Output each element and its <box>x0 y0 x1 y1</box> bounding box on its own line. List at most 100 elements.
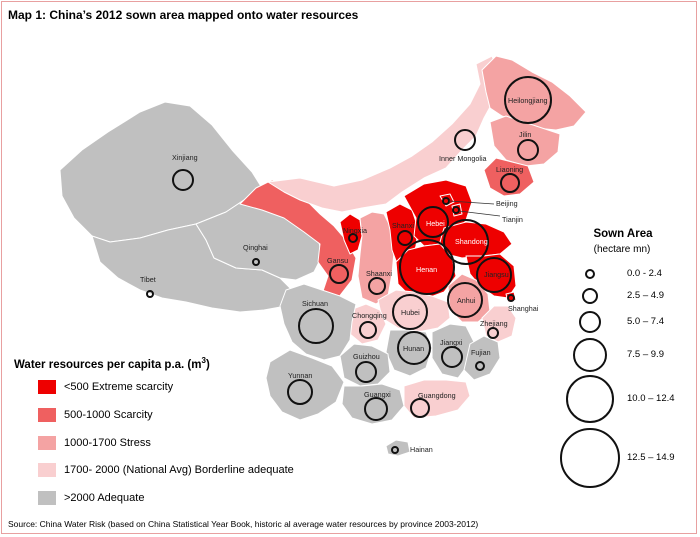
circle-sichuan <box>298 308 334 344</box>
callout-tianjin <box>458 210 501 217</box>
circle-guangxi <box>364 397 388 421</box>
label-jilin: Jilin <box>519 130 531 139</box>
legend-swatch <box>38 436 56 450</box>
circle-anhui <box>447 282 483 318</box>
size-legend-subtitle: (hectare mn) <box>593 244 651 255</box>
map-title: Map 1: China’s 2012 sown area mapped ont… <box>8 8 359 22</box>
legend-swatch <box>38 380 56 394</box>
region-guangxi <box>341 383 405 425</box>
size-legend-label: 0.0 - 2.4 <box>627 268 662 279</box>
legend-item-scarcity: 500-1000 Scarcity <box>38 407 153 423</box>
label-inner-mongolia: Inner Mongolia <box>439 154 487 163</box>
circle-hainan <box>391 446 399 454</box>
circle-zhejiang <box>487 327 499 339</box>
circle-shanghai <box>507 294 515 302</box>
region-sichuan <box>279 283 357 361</box>
label-gansu: Gansu <box>327 256 348 265</box>
circle-jilin <box>517 139 539 161</box>
label-qinghai: Qinghai <box>243 243 268 252</box>
circle-guizhou <box>355 361 377 383</box>
label-hunan: Hunan <box>403 344 424 353</box>
legend-swatch <box>38 463 56 477</box>
label-zhejiang: Zhejiang <box>480 319 508 328</box>
label-shandong: Shandong <box>455 237 488 246</box>
label-anhui: Anhui <box>457 296 476 305</box>
label-yunnan: Yunnan <box>288 371 312 380</box>
circle-jiangsu <box>476 257 512 293</box>
legend-label: 1700- 2000 (National Avg) Borderline ade… <box>64 464 294 476</box>
callout-beijing <box>448 200 495 205</box>
circle-hubei <box>392 294 428 330</box>
legend-label: 1000-1700 Stress <box>64 437 151 449</box>
label-chongqing: Chongqing <box>352 311 387 320</box>
label-heilongjiang: Heilongjiang <box>508 96 548 105</box>
circle-tibet <box>146 290 154 298</box>
label-hebei: Hebei <box>426 219 445 228</box>
size-legend-circle-2 <box>582 288 598 304</box>
label-shaanxi: Shaanxi <box>366 269 392 278</box>
circle-liaoning <box>500 173 520 193</box>
label-hainan: Hainan <box>410 445 433 454</box>
size-legend-circle-5 <box>566 375 614 423</box>
circle-guangdong <box>410 398 430 418</box>
legend-swatch <box>38 408 56 422</box>
circle-shandong <box>443 219 489 265</box>
circle-inner-mongolia <box>454 129 476 151</box>
label-beijing: Beijing <box>496 199 518 208</box>
label-tibet: Tibet <box>140 275 156 284</box>
label-sichuan: Sichuan <box>302 299 328 308</box>
size-legend-circle-6 <box>560 428 620 488</box>
legend-label: <500 Extreme scarcity <box>64 381 174 393</box>
circle-shaanxi <box>368 277 386 295</box>
circle-heilongjiang <box>504 76 552 124</box>
label-hubei: Hubei <box>401 308 420 317</box>
label-shanxi: Shanxi <box>392 221 414 230</box>
legend-item-adequate: >2000 Adequate <box>38 490 144 506</box>
label-jiangsu: Jiangsu <box>484 270 509 279</box>
source-note: Source: China Water Risk (based on China… <box>8 519 479 529</box>
circle-ningxia <box>348 233 358 243</box>
legend-item-stress: 1000-1700 Stress <box>38 435 151 451</box>
region-fujian <box>463 335 501 381</box>
legend-label: 500-1000 Scarcity <box>64 409 153 421</box>
label-guangdong: Guangdong <box>418 391 456 400</box>
circle-qinghai <box>252 258 260 266</box>
circle-yunnan <box>287 379 313 405</box>
size-legend-title: Sown Area <box>593 228 653 240</box>
region-zhejiang <box>481 305 517 343</box>
label-guizhou: Guizhou <box>353 352 380 361</box>
circle-chongqing <box>359 321 377 339</box>
size-legend-label: 5.0 – 7.4 <box>627 316 664 327</box>
size-legend-label: 2.5 – 4.9 <box>627 290 664 301</box>
label-shanghai: Shanghai <box>508 304 539 313</box>
circle-fujian <box>475 361 485 371</box>
legend-item-extreme: <500 Extreme scarcity <box>38 379 173 395</box>
label-tianjin: Tianjin <box>502 215 523 224</box>
legend-label: >2000 Adequate <box>64 492 145 504</box>
label-ningxia: Ningxia <box>343 226 367 235</box>
size-legend-circle-4 <box>573 338 607 372</box>
region-liaoning <box>483 157 535 197</box>
circle-hebei <box>417 206 449 238</box>
size-legend-circle-1 <box>585 269 595 279</box>
region-yunnan <box>265 349 345 421</box>
region-guangdong <box>403 379 471 419</box>
circle-shanxi <box>397 230 413 246</box>
circle-gansu <box>329 264 349 284</box>
label-guangxi: Guangxi <box>364 390 391 399</box>
circle-henan <box>399 239 455 295</box>
label-xinjiang: Xinjiang <box>172 153 198 162</box>
circle-jiangxi <box>441 346 463 368</box>
circle-xinjiang <box>172 169 194 191</box>
legend-title: Water resources per capita p.a. (m3) <box>14 356 210 371</box>
size-legend-label: 7.5 – 9.9 <box>627 349 664 360</box>
region-chongqing <box>349 303 387 345</box>
region-guizhou <box>339 343 391 387</box>
size-legend-label: 10.0 – 12.4 <box>627 393 675 404</box>
legend-swatch <box>38 491 56 505</box>
label-fujian: Fujian <box>471 348 491 357</box>
legend-item-borderline: 1700- 2000 (National Avg) Borderline ade… <box>38 462 294 478</box>
circle-tianjin <box>452 206 460 214</box>
